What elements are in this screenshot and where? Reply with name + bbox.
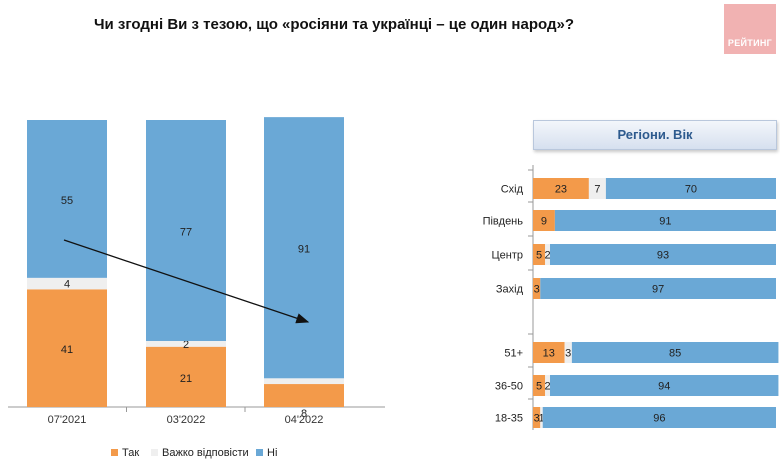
hbar-segment-hard [540, 407, 543, 428]
hbar-segment-yes [533, 210, 555, 231]
hbar-data-label: 70 [685, 184, 697, 196]
hbar-data-label: 1 [538, 413, 544, 425]
hbar-segment-no [571, 342, 779, 363]
hbar-data-label: 3 [565, 348, 571, 360]
bar-data-label: 4 [64, 279, 70, 291]
category-label: Південь [483, 216, 524, 228]
bar-segment-hard [146, 340, 226, 347]
category-label: 18-35 [495, 413, 523, 425]
hbar-segment-no [605, 178, 776, 199]
bar-segment-yes [27, 289, 107, 407]
bar-data-label: 91 [298, 244, 310, 256]
x-tick-label: 04'2022 [285, 414, 324, 426]
x-tick-label: 03'2022 [167, 414, 206, 426]
legend-label: Так [122, 447, 139, 459]
bar-segment-no [146, 120, 226, 341]
hbar-segment-hard [545, 375, 551, 396]
hbar-segment-no [554, 210, 776, 231]
hbar-segment-yes [533, 375, 546, 396]
bar-segment-yes [146, 346, 226, 407]
category-label: Схід [501, 184, 524, 196]
bar-data-label: 55 [61, 195, 73, 207]
chart-title: Чи згодні Ви з тезою, що «росіяни та укр… [94, 16, 574, 33]
legend-swatch-hard [151, 449, 158, 456]
legend-swatch-no [256, 449, 263, 456]
legend-swatch-yes [111, 449, 118, 456]
hbar-segment-hard [588, 178, 606, 199]
bar-data-label: 21 [180, 373, 192, 385]
hbar-segment-no [542, 407, 776, 428]
bar-segment-no [264, 117, 344, 379]
category-label: 51+ [504, 348, 523, 360]
hbar-data-label: 2 [545, 250, 551, 262]
hbar-data-label: 5 [536, 250, 542, 262]
hbar-segment-hard [564, 342, 572, 363]
hbar-data-label: 2 [545, 381, 551, 393]
category-label: Центр [492, 250, 524, 262]
bar-data-label: 2 [183, 339, 189, 351]
hbar-data-label: 9 [541, 216, 547, 228]
hbar-data-label: 7 [594, 184, 600, 196]
legend-label: Важко відповісти [162, 447, 249, 459]
hbar-data-label: 93 [657, 250, 669, 262]
hbar-segment-yes [533, 278, 541, 299]
hbar-segment-yes [533, 407, 541, 428]
rating-logo: РЕЙТИНГ [724, 4, 776, 54]
hbar-data-label: 3 [534, 284, 540, 296]
legend-label: Ні [267, 447, 277, 459]
hbar-data-label: 94 [658, 381, 670, 393]
category-label: 36-50 [495, 381, 523, 393]
category-label: Захід [496, 284, 524, 296]
trend-arrow [63, 239, 310, 324]
hbar-data-label: 85 [669, 348, 681, 360]
hbar-segment-no [550, 375, 779, 396]
bar-segment-no [27, 120, 107, 278]
hbar-data-label: 5 [536, 381, 542, 393]
bar-segment-yes [264, 384, 344, 407]
bar-segment-hard [27, 277, 107, 290]
hbar-data-label: 13 [543, 348, 555, 360]
hbar-data-label: 97 [652, 284, 664, 296]
hbar-data-label: 96 [653, 413, 665, 425]
region-age-header: Регіони. Вік [533, 120, 777, 150]
hbar-segment-yes [533, 244, 546, 265]
hbar-segment-yes [533, 342, 565, 363]
hbar-data-label: 3 [534, 413, 540, 425]
bar-data-label: 8 [301, 408, 307, 420]
hbar-data-label: 23 [555, 184, 567, 196]
bar-segment-hard [264, 378, 344, 385]
bar-data-label: 41 [61, 344, 73, 356]
hbar-segment-yes [533, 178, 589, 199]
bar-data-label: 77 [180, 226, 192, 238]
x-tick-label: 07'2021 [48, 414, 87, 426]
logo-text: РЕЙТИНГ [727, 38, 773, 48]
hbar-segment-no [550, 244, 776, 265]
hbar-data-label: 91 [659, 216, 671, 228]
hbar-segment-hard [545, 244, 551, 265]
hbar-segment-no [540, 278, 776, 299]
